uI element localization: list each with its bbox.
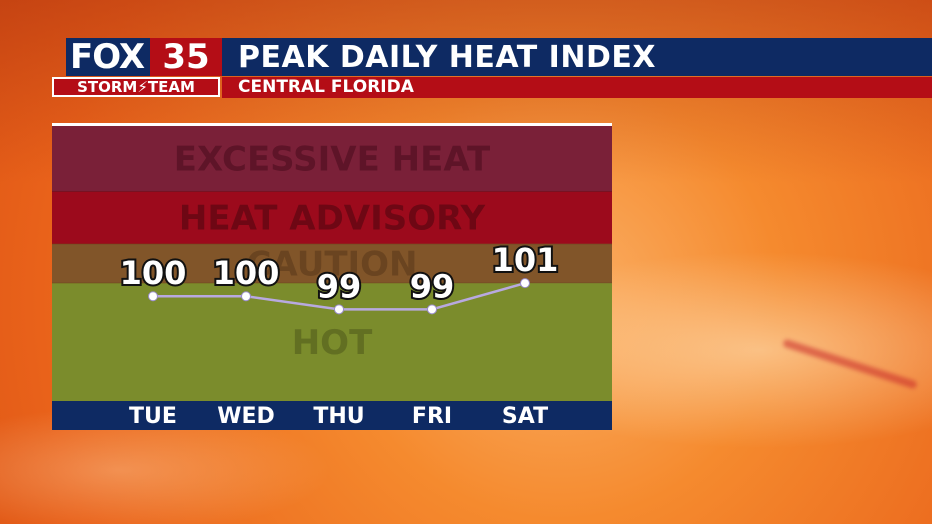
subtitle-bar <box>222 77 932 98</box>
logo-number: 35 <box>150 38 222 76</box>
zone-caution <box>52 243 612 284</box>
x-tick-label-fri: FRI <box>412 404 452 429</box>
logo-team-block <box>52 77 220 97</box>
chart-title: PEAK DAILY HEAT INDEX <box>238 40 656 75</box>
data-label-fri: 99 <box>410 267 455 305</box>
data-label-wed: 100 <box>213 254 280 292</box>
chart-svg: EXCESSIVE HEAT HEAT ADVISORY CAUTION HOT 100… <box>52 123 612 430</box>
data-point-tue <box>148 291 158 302</box>
zone-heat-advisory <box>52 191 612 244</box>
data-point-fri <box>427 304 437 315</box>
zone-hot-label: HOT <box>292 323 373 363</box>
x-tick-label-tue: TUE <box>129 404 177 429</box>
x-tick-label-wed: WED <box>217 404 275 429</box>
zone-heat-advisory-label: HEAT ADVISORY <box>179 199 486 239</box>
x-axis-bar <box>52 401 612 430</box>
data-point-sat <box>520 278 530 289</box>
zone-hot <box>52 283 612 401</box>
x-tick-label-sat: SAT <box>502 404 548 429</box>
x-tick-label-thu: THU <box>313 404 364 429</box>
data-label-tue: 100 <box>120 254 187 292</box>
data-point-thu <box>334 304 344 315</box>
logo-team: STORM⚡TEAM <box>77 78 195 96</box>
data-point-wed <box>241 291 251 302</box>
data-label-sat: 101 <box>492 241 559 279</box>
data-label-thu: 99 <box>317 267 362 305</box>
zone-caution-label: CAUTION <box>246 245 417 285</box>
heat-index-chart: EXCESSIVE HEAT HEAT ADVISORY CAUTION HOT 100… <box>52 123 612 430</box>
zone-excessive-heat <box>52 126 612 192</box>
logo-brand: FOX <box>70 37 145 77</box>
chart-top-edge <box>52 123 612 126</box>
title-bar <box>222 38 932 76</box>
zone-excessive-heat-label: EXCESSIVE HEAT <box>174 140 491 180</box>
chart-subtitle: CENTRAL FLORIDA <box>238 77 414 97</box>
